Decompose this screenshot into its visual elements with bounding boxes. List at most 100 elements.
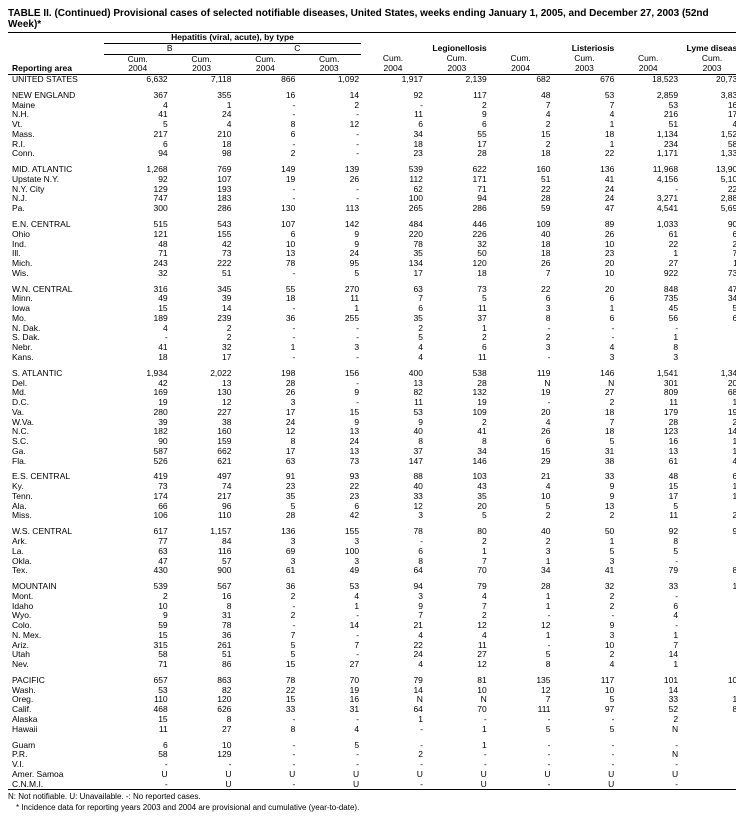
value-cell: -: [297, 760, 361, 770]
value-cell: 7: [297, 641, 361, 651]
value-cell: 40: [489, 521, 553, 537]
value-cell: 69: [233, 547, 297, 557]
value-cell: 8: [616, 343, 680, 353]
value-cell: 1,268: [104, 159, 170, 175]
value-cell: 106: [680, 670, 736, 686]
value-cell: 84: [680, 705, 736, 715]
value-cell: 255: [297, 314, 361, 324]
value-cell: 92: [680, 521, 736, 537]
value-cell: -: [233, 110, 297, 120]
value-cell: 2: [553, 602, 617, 612]
value-cell: -: [680, 324, 736, 334]
value-cell: 95: [297, 259, 361, 269]
table-row: Ark.778433-2218-: [8, 537, 736, 547]
value-cell: 689: [680, 388, 736, 398]
cum-header: Cum.2003: [425, 54, 489, 75]
value-cell: 19: [680, 492, 736, 502]
table-row: N. Dak.42--21----: [8, 324, 736, 334]
value-cell: -: [170, 760, 234, 770]
table-row: Vt.5481266215143: [8, 120, 736, 130]
table-row: N.Y. City129193--62712224-220: [8, 185, 736, 195]
value-cell: 484: [361, 214, 425, 230]
value-cell: 3,831: [680, 85, 736, 101]
value-cell: 160: [489, 159, 553, 175]
value-cell: 446: [425, 214, 489, 230]
value-cell: 117: [425, 85, 489, 101]
value-cell: U: [361, 770, 425, 780]
value-cell: 22: [553, 149, 617, 159]
value-cell: 136: [233, 521, 297, 537]
value-cell: 12: [489, 686, 553, 696]
value-cell: -: [233, 760, 297, 770]
value-cell: -: [361, 760, 425, 770]
value-cell: 14: [680, 576, 736, 592]
value-cell: -: [297, 715, 361, 725]
value-cell: 14: [297, 85, 361, 101]
value-cell: 4: [297, 592, 361, 602]
value-cell: 3: [616, 353, 680, 363]
value-cell: 22: [489, 279, 553, 295]
area-cell: Wis.: [8, 269, 104, 279]
value-cell: 5: [553, 725, 617, 735]
value-cell: 136: [553, 159, 617, 175]
value-cell: -: [297, 140, 361, 150]
value-cell: 4: [361, 353, 425, 363]
disease-header-legionellosis: Legionellosis: [361, 33, 489, 55]
value-cell: -: [680, 592, 736, 602]
value-cell: U: [297, 770, 361, 780]
value-cell: 16: [680, 695, 736, 705]
value-cell: 848: [616, 279, 680, 295]
table-row: Ill.7173132435501823171: [8, 249, 736, 259]
value-cell: 3: [680, 660, 736, 670]
value-cell: 139: [297, 159, 361, 175]
value-cell: 78: [233, 259, 297, 269]
area-cell: Conn.: [8, 149, 104, 159]
value-cell: 15: [489, 130, 553, 140]
value-cell: -: [553, 735, 617, 751]
value-cell: U: [553, 770, 617, 780]
value-cell: 47: [553, 204, 617, 214]
value-cell: 2,139: [425, 75, 489, 85]
value-cell: 621: [170, 457, 234, 467]
value-cell: 5: [297, 735, 361, 751]
area-cell: Miss.: [8, 511, 104, 521]
hepatitis-super-header: Hepatitis (viral, acute), by type: [104, 33, 361, 44]
value-cell: 32: [104, 269, 170, 279]
area-cell: W.S. CENTRAL: [8, 521, 104, 537]
value-cell: 27: [553, 388, 617, 398]
value-cell: 41: [104, 110, 170, 120]
value-cell: 9: [553, 482, 617, 492]
table-row: Miss.106110284235221121: [8, 511, 736, 521]
value-cell: 2: [425, 101, 489, 111]
value-cell: 3: [680, 715, 736, 725]
area-cell: MOUNTAIN: [8, 576, 104, 592]
value-cell: 79: [616, 566, 680, 576]
value-cell: -: [233, 602, 297, 612]
value-cell: 2: [233, 149, 297, 159]
value-cell: 543: [170, 214, 234, 230]
table-row: Hawaii112784-155NN: [8, 725, 736, 735]
value-cell: 2: [489, 333, 553, 343]
value-cell: -: [616, 621, 680, 631]
value-cell: -: [680, 557, 736, 567]
table-row: R.I.618--181721234581: [8, 140, 736, 150]
value-cell: 2: [297, 101, 361, 111]
value-cell: 1: [616, 333, 680, 343]
value-cell: 7,118: [170, 75, 234, 85]
table-row: MOUNTAIN5395673653947928323314: [8, 576, 736, 592]
value-cell: 113: [297, 204, 361, 214]
value-cell: -: [104, 760, 170, 770]
value-cell: 16: [170, 592, 234, 602]
value-cell: 4: [297, 725, 361, 735]
value-cell: -: [297, 324, 361, 334]
value-cell: 79: [425, 576, 489, 592]
value-cell: U: [233, 770, 297, 780]
cum-header: Cum.2003: [170, 54, 234, 75]
table-row: N.H.4124--11944216178: [8, 110, 736, 120]
value-cell: N: [616, 750, 680, 760]
area-cell: Kans.: [8, 353, 104, 363]
value-cell: 286: [170, 204, 234, 214]
value-cell: -: [233, 269, 297, 279]
table-row: Fla.526621637314714629386142: [8, 457, 736, 467]
value-cell: 10: [553, 686, 617, 696]
